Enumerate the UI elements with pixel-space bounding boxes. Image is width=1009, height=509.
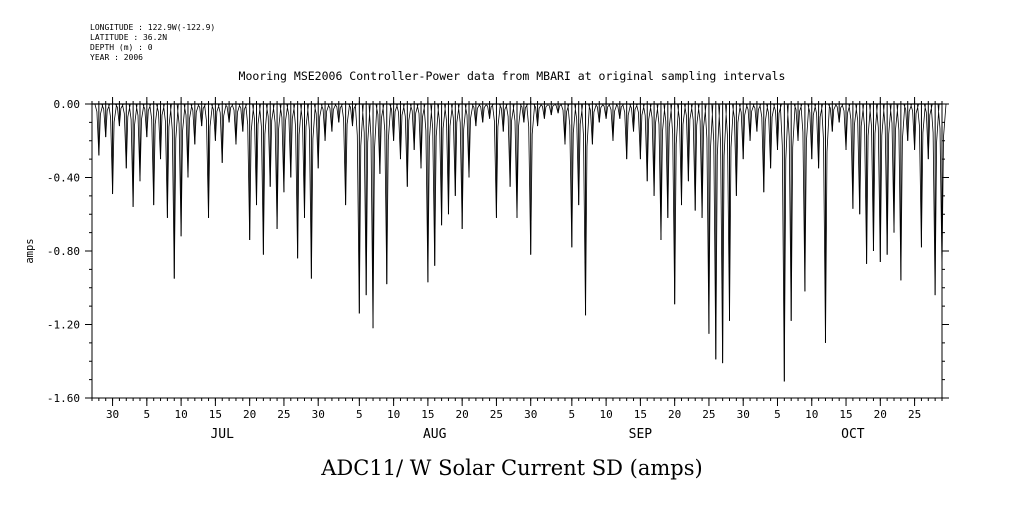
depth-label: DEPTH (m) : 0: [90, 43, 153, 52]
x-tick-label: 30: [106, 408, 119, 421]
x-tick-label: 15: [839, 408, 852, 421]
x-tick-label: 15: [634, 408, 647, 421]
x-tick-label: 20: [874, 408, 887, 421]
y-tick-label: -0.80: [47, 245, 80, 258]
x-tick-label: 30: [312, 408, 325, 421]
data-series: [92, 103, 947, 382]
x-month-label: AUG: [423, 427, 447, 442]
y-tick-label: -1.60: [47, 392, 80, 405]
y-tick-label: -0.40: [47, 172, 80, 185]
metadata-block: LONGITUDE : 122.9W(-122.9) LATITUDE : 36…: [90, 23, 215, 62]
x-tick-label: 15: [421, 408, 434, 421]
x-tick-label: 15: [209, 408, 222, 421]
y-tick-label: -1.20: [47, 319, 80, 332]
x-tick-label: 20: [668, 408, 681, 421]
x-tick-label: 25: [490, 408, 503, 421]
year-label: YEAR : 2006: [90, 53, 143, 62]
x-tick-label: 5: [144, 408, 151, 421]
x-tick-label: 10: [599, 408, 612, 421]
x-tick-label: 10: [387, 408, 400, 421]
x-tick-label: 5: [774, 408, 781, 421]
x-tick-label: 25: [908, 408, 921, 421]
x-tick-label: 20: [456, 408, 469, 421]
x-month-label: JUL: [210, 427, 234, 442]
latitude-label: LATITUDE : 36.2N: [90, 33, 167, 42]
x-tick-label: 10: [805, 408, 818, 421]
chart-title: Mooring MSE2006 Controller-Power data fr…: [239, 69, 786, 83]
x-month-label: OCT: [841, 427, 865, 442]
x-month-label: SEP: [629, 427, 653, 442]
x-tick-label: 30: [524, 408, 537, 421]
x-tick-label: 5: [356, 408, 363, 421]
x-axis-title: ADC11/ W Solar Current SD (amps): [320, 456, 702, 480]
x-tick-label: 30: [737, 408, 750, 421]
x-tick-label: 25: [277, 408, 290, 421]
x-tick-label: 5: [569, 408, 576, 421]
y-axis-label: amps: [24, 238, 36, 263]
x-tick-label: 10: [174, 408, 187, 421]
x-tick-label: 20: [243, 408, 256, 421]
x-axis: 30 5 10 15 20 25 30 5 10 15 20 25 30 5 10 15 20 25 30 5 10 15…: [91, 97, 943, 442]
y-tick-label: 0.00: [54, 98, 81, 111]
series-line: [94, 103, 947, 382]
x-tick-label: 25: [702, 408, 715, 421]
longitude-label: LONGITUDE : 122.9W(-122.9): [90, 23, 215, 32]
